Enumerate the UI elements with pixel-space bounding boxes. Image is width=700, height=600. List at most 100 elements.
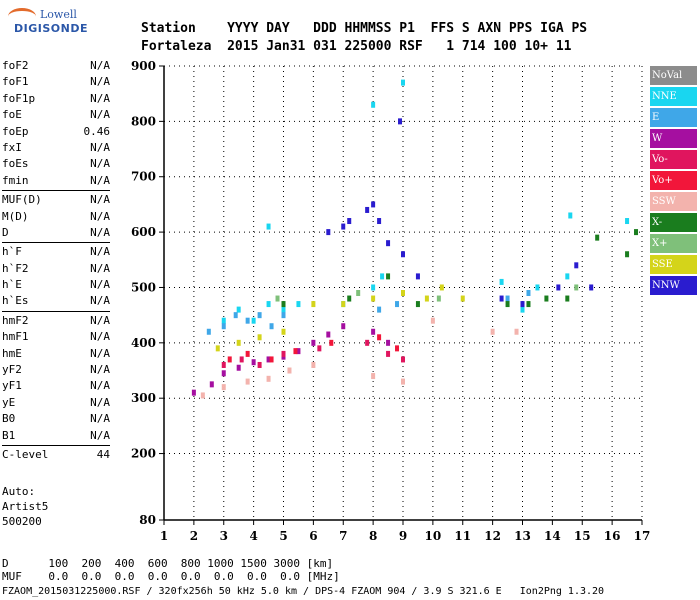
param-name: yF1 xyxy=(2,379,22,393)
param-row: foE N/A xyxy=(2,107,110,123)
data-point-vo- xyxy=(227,356,232,363)
param-row: foF1p N/A xyxy=(2,91,110,107)
data-point-w xyxy=(371,328,376,335)
y-tick-label: 700 xyxy=(131,170,156,184)
x-tick-label: 10 xyxy=(425,529,442,543)
legend-item-nnw: NNW xyxy=(650,276,697,295)
data-point-vo- xyxy=(269,356,274,363)
param-name: foE xyxy=(2,108,22,122)
legend-item-x-: X+ xyxy=(650,234,697,253)
logo-arc xyxy=(8,8,36,25)
data-point-x- xyxy=(505,301,510,308)
data-point-x- xyxy=(595,234,600,241)
data-point-vo- xyxy=(386,350,391,357)
data-point-sse xyxy=(424,295,429,302)
data-point-nne xyxy=(281,306,286,313)
param-row: B0 N/A xyxy=(2,411,110,427)
data-point-nnw xyxy=(520,301,525,308)
data-point-w xyxy=(341,323,346,330)
data-point-ssw xyxy=(401,378,405,385)
param-name: h`F xyxy=(2,245,22,259)
data-point-w xyxy=(221,370,226,377)
x-tick-label: 5 xyxy=(279,529,287,543)
param-separator xyxy=(2,310,110,312)
param-name: h`Es xyxy=(2,294,29,308)
data-point-vo- xyxy=(317,345,322,352)
param-row: yF2 N/A xyxy=(2,362,110,378)
param-value: N/A xyxy=(90,346,110,360)
x-tick-label: 4 xyxy=(249,529,257,543)
param-row: yE N/A xyxy=(2,395,110,411)
param-name: fmin xyxy=(2,173,29,187)
param-row: h`Es N/A xyxy=(2,293,110,309)
y-tick-label: 900 xyxy=(131,59,156,73)
data-point-nnw xyxy=(386,240,391,247)
data-point-x- xyxy=(347,295,352,302)
data-point-vo- xyxy=(401,356,405,363)
data-point-nne xyxy=(251,317,256,324)
y-tick-label: 400 xyxy=(131,336,156,350)
data-point-nne xyxy=(568,212,573,219)
data-point-ssw xyxy=(430,317,435,324)
param-value: N/A xyxy=(90,91,110,105)
param-name: hmE xyxy=(2,346,22,360)
y-tick-label: 500 xyxy=(131,280,156,294)
data-point-x- xyxy=(386,273,391,280)
data-point-nne xyxy=(565,273,570,280)
data-point-vo- xyxy=(221,361,226,368)
x-tick-label: 11 xyxy=(454,529,471,543)
x-tick-label: 15 xyxy=(574,529,591,543)
data-point-x- xyxy=(565,295,570,302)
legend-item-vo-: Vo+ xyxy=(650,171,697,190)
param-value: N/A xyxy=(90,173,110,187)
data-point-w xyxy=(209,381,214,388)
param-value: N/A xyxy=(90,330,110,344)
param-value: N/A xyxy=(90,278,110,292)
data-point-vo- xyxy=(245,350,250,357)
data-point-vo- xyxy=(281,350,286,357)
param-row: foF2 N/A xyxy=(2,58,110,74)
param-value: N/A xyxy=(90,412,110,426)
data-point-ssw xyxy=(221,384,226,391)
param-row: fxI N/A xyxy=(2,140,110,156)
data-point-nne xyxy=(266,223,271,230)
param-row: D N/A xyxy=(2,225,110,241)
data-point-vo- xyxy=(239,356,244,363)
param-row: h`F2 N/A xyxy=(2,261,110,277)
param-row: hmE N/A xyxy=(2,346,110,362)
param-name: fxI xyxy=(2,140,22,154)
data-point-nnw xyxy=(499,295,504,302)
data-point-vo- xyxy=(365,339,370,346)
param-value: N/A xyxy=(90,294,110,308)
autoscale-program: Artist5 xyxy=(2,500,49,513)
data-point-vo- xyxy=(377,334,382,341)
data-point-x- xyxy=(526,301,531,308)
param-name: h`F2 xyxy=(2,261,29,275)
param-value: N/A xyxy=(90,75,110,89)
data-point-vo- xyxy=(293,348,298,355)
legend-item-nne: NNE xyxy=(650,87,697,106)
param-value: N/A xyxy=(90,225,110,239)
muf-table: D 100 200 400 600 800 1000 1500 3000 [km… xyxy=(2,557,340,583)
data-point-nne xyxy=(371,284,376,291)
param-value: N/A xyxy=(90,140,110,154)
param-value: N/A xyxy=(90,157,110,171)
x-tick-label: 6 xyxy=(309,529,317,543)
data-point-x- xyxy=(281,301,286,308)
param-row: foEp 0.46 xyxy=(2,124,110,140)
data-point-vo- xyxy=(329,339,334,346)
param-row: fmin N/A xyxy=(2,173,110,189)
legend-item-w: W xyxy=(650,129,697,148)
data-point-e xyxy=(233,312,238,319)
data-point-nne xyxy=(236,306,241,313)
data-point-x- xyxy=(436,295,441,302)
data-point-w xyxy=(236,364,241,371)
y-tick-label: 200 xyxy=(131,447,156,461)
param-value: N/A xyxy=(90,59,110,72)
param-value: N/A xyxy=(90,395,110,409)
data-point-sse xyxy=(236,339,241,346)
param-value: N/A xyxy=(90,428,110,442)
param-separator xyxy=(2,444,110,446)
x-tick-label: 13 xyxy=(514,529,531,543)
data-point-nnw xyxy=(574,262,579,269)
